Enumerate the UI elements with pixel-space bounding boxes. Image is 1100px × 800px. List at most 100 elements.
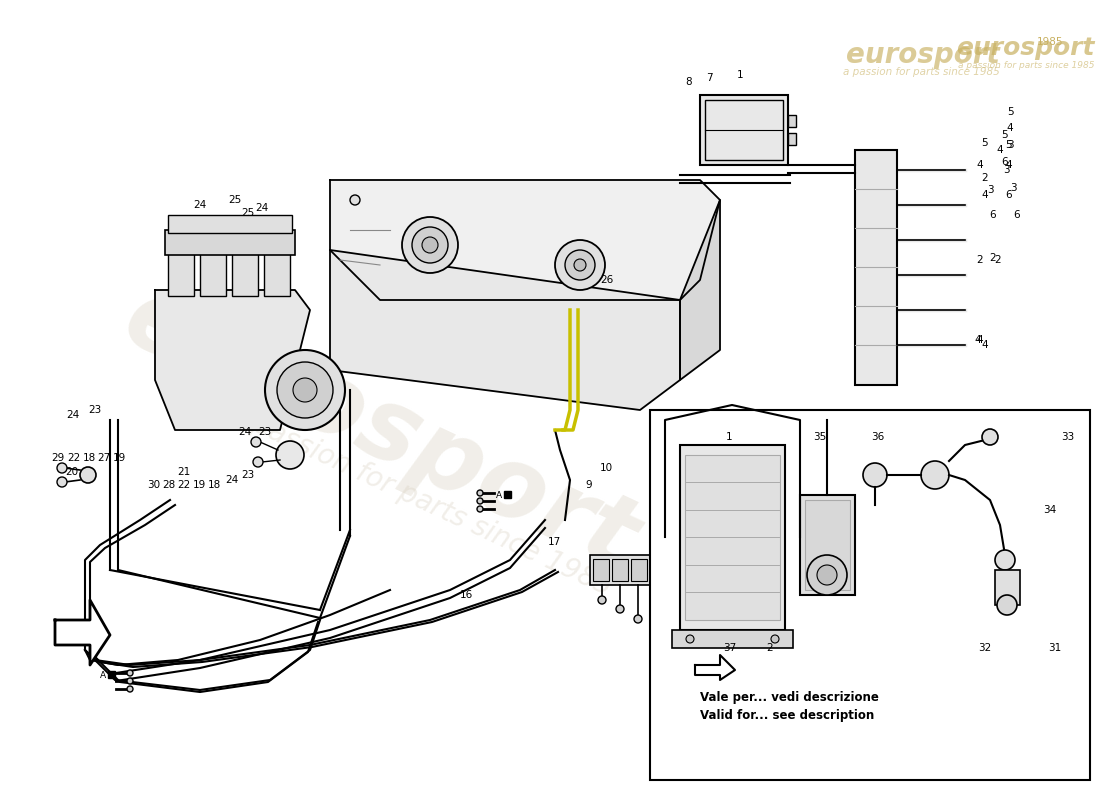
Text: 15: 15 xyxy=(658,607,671,617)
Bar xyxy=(612,559,628,581)
Text: 9: 9 xyxy=(585,480,592,490)
Text: 3: 3 xyxy=(1003,165,1010,175)
Text: 24: 24 xyxy=(194,200,207,210)
Text: Vale per... vedi descrizione: Vale per... vedi descrizione xyxy=(700,691,879,705)
Text: 10: 10 xyxy=(600,463,613,473)
Text: 3: 3 xyxy=(1010,183,1016,193)
Text: 18: 18 xyxy=(82,453,96,463)
Text: 5: 5 xyxy=(1002,130,1009,140)
Text: A: A xyxy=(496,490,502,499)
Text: 31: 31 xyxy=(1048,643,1062,653)
Text: Valid for... see description: Valid for... see description xyxy=(700,709,874,722)
Bar xyxy=(855,150,896,385)
Bar xyxy=(705,100,783,160)
Bar xyxy=(805,500,850,590)
Circle shape xyxy=(57,463,67,473)
Circle shape xyxy=(293,378,317,402)
Text: 4: 4 xyxy=(977,160,983,170)
Circle shape xyxy=(565,250,595,280)
Text: 23: 23 xyxy=(258,427,272,437)
Text: 7: 7 xyxy=(706,73,713,83)
Text: 33: 33 xyxy=(1062,432,1075,442)
Text: 6: 6 xyxy=(1005,190,1012,200)
Circle shape xyxy=(771,635,779,643)
Bar xyxy=(264,248,290,296)
Text: 22: 22 xyxy=(67,453,80,463)
Bar xyxy=(672,630,793,648)
Text: 19: 19 xyxy=(112,453,125,463)
Text: 21: 21 xyxy=(177,467,190,477)
Circle shape xyxy=(126,670,133,676)
Text: 4: 4 xyxy=(981,340,988,350)
Text: 13: 13 xyxy=(660,625,673,635)
Circle shape xyxy=(350,195,360,205)
Polygon shape xyxy=(695,655,735,680)
Bar xyxy=(996,570,1020,605)
Text: 4: 4 xyxy=(1006,123,1013,133)
Text: 24: 24 xyxy=(255,203,268,213)
Text: 28: 28 xyxy=(163,480,176,490)
Polygon shape xyxy=(330,180,720,300)
Polygon shape xyxy=(680,200,720,380)
Text: 1: 1 xyxy=(737,70,744,80)
Text: 2: 2 xyxy=(767,643,773,653)
Bar xyxy=(650,410,1090,780)
Bar xyxy=(685,455,780,620)
Text: 20: 20 xyxy=(65,467,78,477)
Bar xyxy=(631,559,647,581)
Text: 22: 22 xyxy=(177,480,190,490)
Polygon shape xyxy=(155,290,310,430)
Text: eurosport: eurosport xyxy=(957,36,1094,60)
Text: 17: 17 xyxy=(548,537,561,547)
Text: 2: 2 xyxy=(977,255,983,265)
Circle shape xyxy=(477,506,483,512)
Text: 4: 4 xyxy=(981,190,988,200)
Circle shape xyxy=(477,490,483,496)
Text: 35: 35 xyxy=(813,432,826,442)
Text: 23: 23 xyxy=(241,470,254,480)
Text: 25: 25 xyxy=(241,208,254,218)
Bar xyxy=(168,215,292,233)
Text: a passion for parts since 1985: a passion for parts since 1985 xyxy=(844,67,1000,77)
Text: 26: 26 xyxy=(601,275,614,285)
Text: a passion for parts since 1985: a passion for parts since 1985 xyxy=(958,61,1094,70)
Circle shape xyxy=(982,429,998,445)
Text: A: A xyxy=(100,670,106,679)
Circle shape xyxy=(57,477,67,487)
Circle shape xyxy=(80,467,96,483)
Text: 2: 2 xyxy=(981,173,988,183)
Text: 29: 29 xyxy=(52,453,65,463)
Bar xyxy=(232,248,258,296)
Circle shape xyxy=(126,686,133,692)
Text: eurosport: eurosport xyxy=(108,269,651,591)
Text: 37: 37 xyxy=(724,643,737,653)
Circle shape xyxy=(265,350,345,430)
Circle shape xyxy=(686,635,694,643)
Bar xyxy=(800,495,855,595)
Text: 25: 25 xyxy=(229,195,242,205)
Bar xyxy=(680,445,785,630)
Text: 14: 14 xyxy=(658,593,671,603)
Text: 4: 4 xyxy=(1005,160,1012,170)
Circle shape xyxy=(253,457,263,467)
Text: 24: 24 xyxy=(226,475,239,485)
Circle shape xyxy=(251,437,261,447)
Bar xyxy=(165,230,295,255)
Text: 24: 24 xyxy=(239,427,252,437)
Circle shape xyxy=(997,595,1018,615)
Bar xyxy=(700,95,788,165)
Text: 24: 24 xyxy=(66,410,79,420)
Circle shape xyxy=(574,259,586,271)
Text: 19: 19 xyxy=(192,480,206,490)
Text: 4: 4 xyxy=(977,335,983,345)
Circle shape xyxy=(921,461,949,489)
Text: 4: 4 xyxy=(975,335,981,345)
Bar xyxy=(168,248,194,296)
Text: 34: 34 xyxy=(1044,505,1057,515)
Circle shape xyxy=(556,240,605,290)
Circle shape xyxy=(598,596,606,604)
Bar xyxy=(788,115,796,127)
Circle shape xyxy=(807,555,847,595)
Text: 5: 5 xyxy=(981,138,988,148)
Bar xyxy=(788,133,796,145)
